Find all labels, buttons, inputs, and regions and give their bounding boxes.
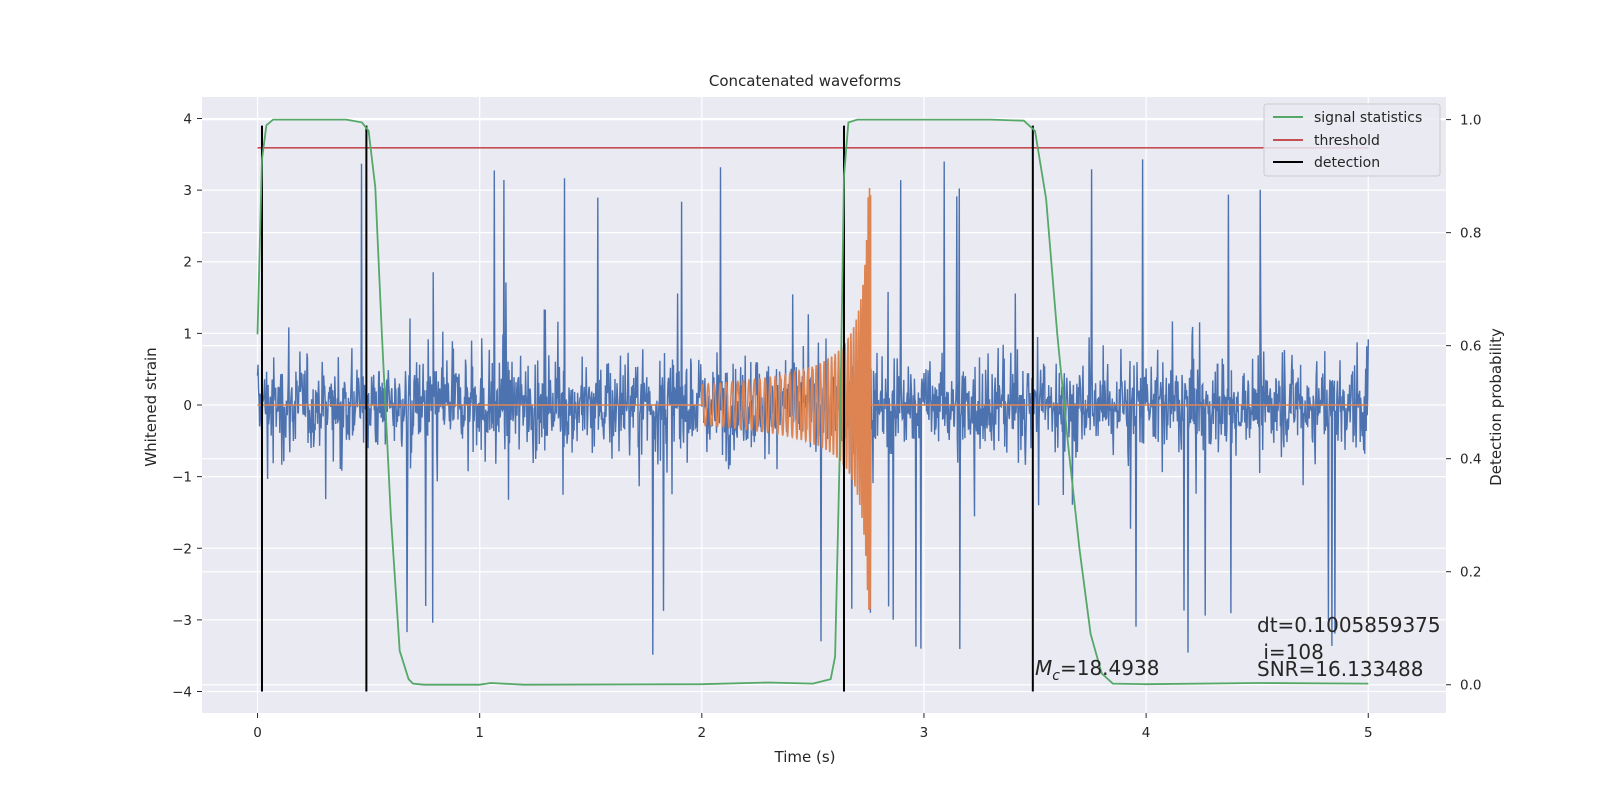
x-axis-label: Time (s): [774, 748, 836, 766]
x-tick-label: 3: [920, 725, 929, 741]
y2-tick-label: 0.4: [1460, 452, 1481, 468]
y-tick-label: 0: [183, 398, 192, 414]
y-tick-label: 3: [183, 183, 192, 199]
y2-tick-label: 1.0: [1460, 113, 1481, 129]
template-line: [257, 187, 1369, 610]
chirp-mass-symbol: M: [1035, 656, 1052, 680]
x-tick-label: 1: [475, 725, 484, 741]
chart-title: Concatenated waveforms: [709, 72, 901, 90]
chirp-mass-subscript: c: [1052, 668, 1060, 684]
y-tick-label: −4: [172, 685, 192, 701]
snr-annotation: SNR=16.133488: [1257, 657, 1423, 681]
signal-statistics-series: [256, 118, 1369, 686]
x-tick-label: 2: [698, 725, 707, 741]
y2-tick-label: 0.0: [1460, 678, 1481, 694]
y-tick-label: 1: [183, 326, 192, 342]
signal-statistics-line: [256, 118, 1369, 686]
y-tick-label: 4: [183, 111, 192, 127]
dt-annotation: dt=0.1005859375: [1257, 613, 1441, 637]
index-annotation: i=108: [1257, 640, 1324, 664]
y-tick-label: −3: [172, 613, 192, 629]
detection-series: [260, 125, 1034, 692]
y-tick-label: 2: [183, 255, 192, 271]
legend-box: [1263, 103, 1441, 177]
x-axis: 0 1 2 3 4 5: [253, 713, 1373, 741]
chirp-mass-annotation: Mc=18.4938: [1035, 656, 1159, 684]
legend-label-signal-statistics: signal statistics: [1314, 110, 1422, 126]
template-series: [257, 187, 1369, 610]
x-tick-label: 4: [1142, 725, 1151, 741]
legend: signal statistics threshold detection: [1263, 103, 1441, 177]
y-axis: −4 −3 −2 −1 0 1 2 3 4: [172, 111, 202, 701]
y2-axis-label: Detection probability: [1487, 328, 1505, 486]
y2-tick-label: 0.8: [1460, 226, 1481, 242]
legend-label-threshold: threshold: [1314, 133, 1380, 149]
y-tick-label: −1: [172, 470, 192, 486]
legend-label-detection: detection: [1314, 155, 1380, 171]
y2-tick-label: 0.6: [1460, 339, 1481, 355]
x-tick-label: 5: [1364, 725, 1373, 741]
y2-tick-label: 0.2: [1460, 565, 1481, 581]
y2-axis: 0.0 0.2 0.4 0.6 0.8 1.0: [1446, 113, 1481, 694]
x-tick-label: 0: [253, 725, 262, 741]
y-tick-label: −2: [172, 541, 192, 557]
chirp-mass-value: =18.4938: [1060, 656, 1159, 680]
y-axis-label: Whitened strain: [142, 347, 160, 466]
